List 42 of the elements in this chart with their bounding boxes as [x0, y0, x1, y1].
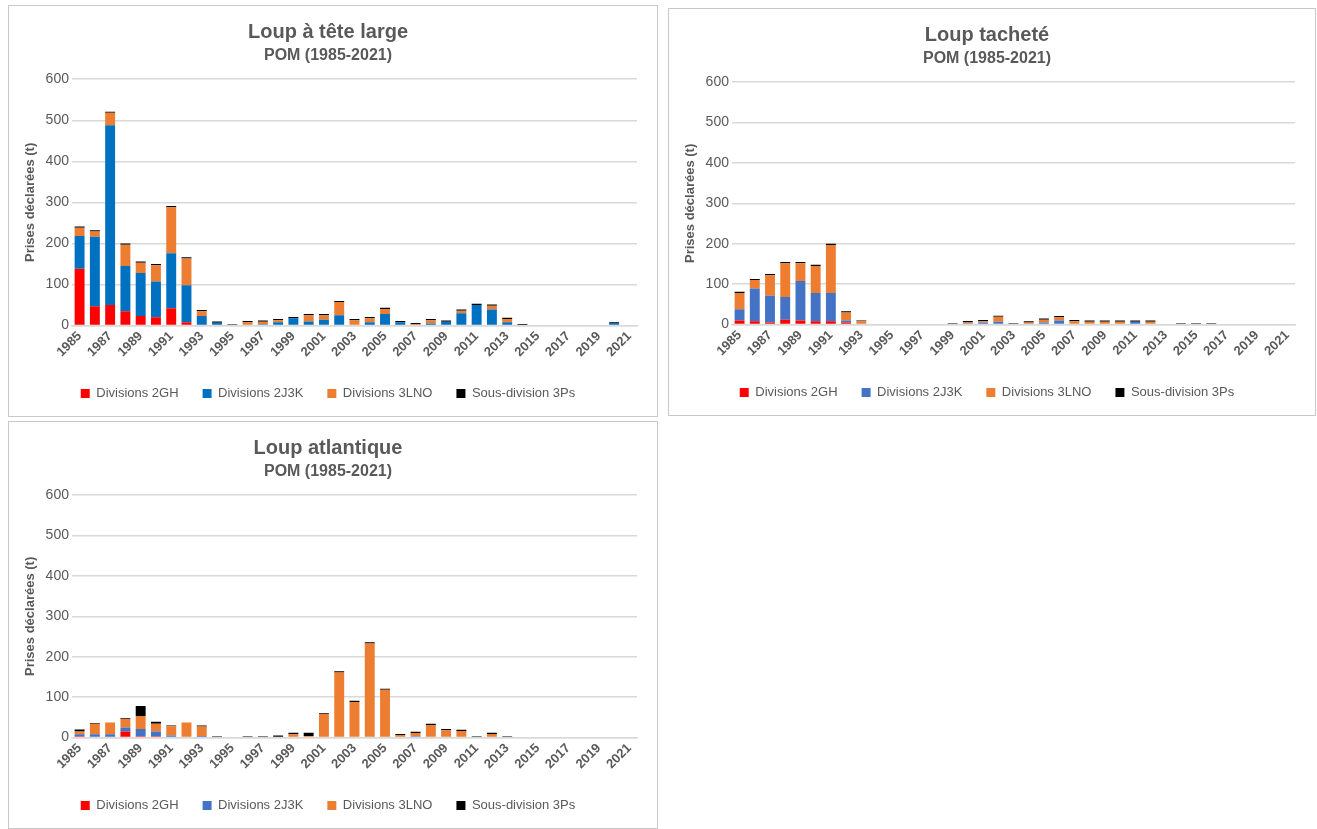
legend-label: Divisions 2J3K	[877, 384, 963, 400]
legend-label: Divisions 3LNO	[1001, 384, 1092, 400]
y-tick-label: 200	[45, 234, 70, 251]
chart-title: Loup atlantique	[253, 435, 403, 458]
y-tick-label: 100	[705, 274, 730, 291]
y-tick-label: 400	[45, 566, 70, 583]
y-tick-label: 100	[45, 687, 70, 704]
y-axis-title: Prises déclarées (t)	[682, 143, 698, 263]
y-tick-label: 100	[45, 275, 70, 292]
y-tick-label: 200	[705, 234, 730, 251]
y-tick-label: 0	[61, 728, 70, 745]
y-tick-label: 0	[61, 316, 70, 333]
legend-label: Divisions 3LNO	[342, 385, 433, 401]
y-tick-label: 400	[705, 153, 730, 170]
chart-subtitle: POM (1985-2021)	[922, 49, 1052, 67]
legend-label: Sous-division 3Ps	[471, 385, 576, 401]
legend-label: Divisions 2GH	[755, 384, 838, 400]
legend-label: Sous-division 3Ps	[1130, 384, 1235, 400]
chart-title: Loup à tête large	[247, 19, 409, 42]
y-tick-label: 400	[45, 152, 70, 169]
legend-label: Divisions 2J3K	[218, 797, 304, 813]
chart-subtitle: POM (1985-2021)	[263, 462, 393, 480]
y-tick-label: 300	[45, 193, 70, 210]
chart-subtitle: POM (1985-2021)	[263, 46, 393, 64]
y-axis-title: Prises déclarées (t)	[22, 556, 38, 676]
legend-label: Divisions 2GH	[96, 797, 179, 813]
chart-title: Loup tacheté	[924, 22, 1050, 45]
y-tick-label: 300	[45, 607, 70, 624]
y-tick-label: 0	[721, 315, 730, 332]
y-tick-label: 600	[45, 70, 70, 87]
y-tick-label: 600	[45, 486, 70, 503]
y-tick-label: 500	[45, 526, 70, 543]
y-tick-label: 300	[705, 194, 730, 211]
y-tick-label: 500	[705, 113, 730, 130]
legend-label: Divisions 2J3K	[218, 385, 304, 401]
legend-label: Divisions 2GH	[96, 385, 179, 401]
y-tick-label: 500	[45, 111, 70, 128]
y-tick-label: 200	[45, 647, 70, 664]
y-tick-label: 600	[705, 73, 730, 90]
legend-label: Sous-division 3Ps	[471, 797, 576, 813]
legend-label: Divisions 3LNO	[342, 797, 433, 813]
y-axis-title: Prises déclarées (t)	[22, 142, 38, 262]
